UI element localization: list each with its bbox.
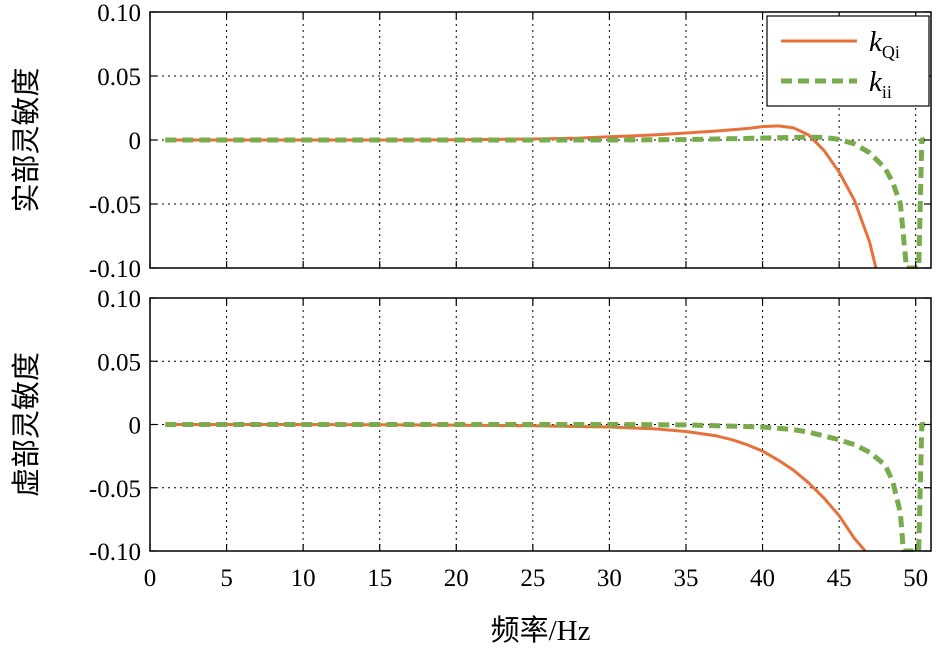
legend-box	[766, 15, 930, 107]
y-tick-label: -0.05	[89, 476, 141, 503]
x-tick-label: 35	[673, 565, 698, 592]
x-tick-label: 30	[597, 565, 622, 592]
x-tick-label: 20	[444, 565, 469, 592]
y-tick-label: -0.10	[89, 256, 141, 283]
x-tick-label: 50	[903, 565, 928, 592]
series-line-k-qi	[165, 423, 867, 552]
y-tick-label: 0	[129, 413, 142, 440]
y-tick-label: 0.05	[97, 349, 141, 376]
y-tick-label: 0.10	[97, 286, 141, 313]
y-tick-label: -0.10	[89, 539, 141, 566]
y-tick-label: -0.05	[89, 192, 141, 219]
legend-label: kQi	[869, 26, 900, 62]
y-tick-label: 0.10	[97, 0, 141, 27]
legend-label: kii	[869, 66, 892, 102]
y-axis-label: 虚部灵敏度	[10, 352, 43, 497]
x-tick-label: 25	[520, 565, 545, 592]
y-tick-label: 0	[129, 128, 142, 155]
x-tick-label: 15	[367, 565, 392, 592]
x-tick-label: 40	[750, 565, 775, 592]
x-tick-label: 45	[827, 565, 852, 592]
x-axis-label: 频率/Hz	[491, 614, 591, 646]
y-tick-label: 0.05	[97, 64, 141, 91]
x-tick-label: 10	[291, 565, 316, 592]
x-tick-label: 0	[144, 565, 157, 592]
series-line-k-qi	[165, 124, 878, 269]
y-axis-label: 实部灵敏度	[10, 67, 43, 212]
x-tick-label: 5	[220, 565, 233, 592]
series-line-k-ii	[165, 134, 925, 269]
